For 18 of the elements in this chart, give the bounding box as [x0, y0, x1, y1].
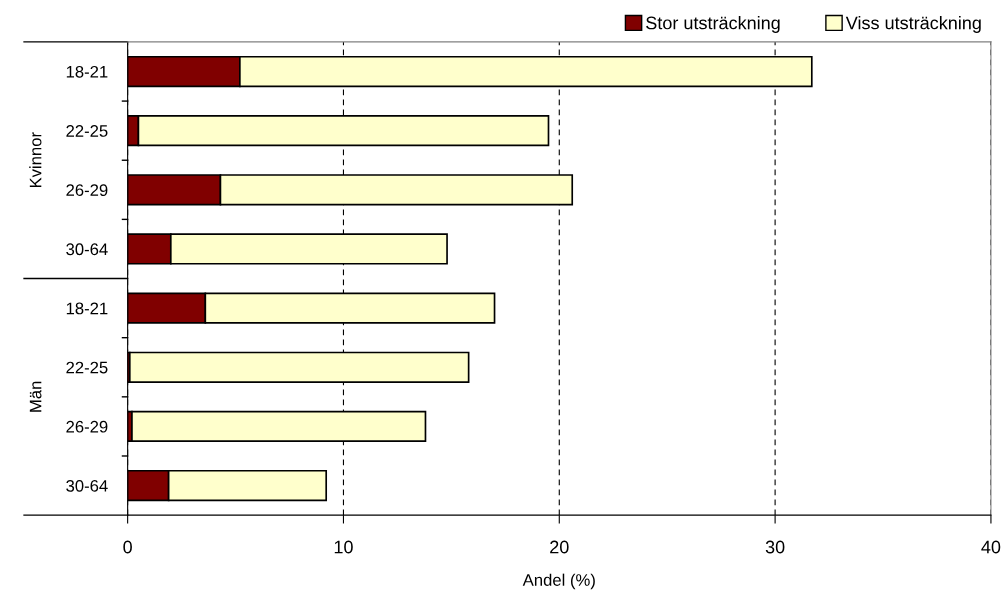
x-axis-title: Andel (%)	[522, 573, 595, 590]
x-tick-label: 0	[123, 540, 132, 554]
x-tick-label: 10	[334, 540, 353, 554]
y-tick-label: 22-25	[66, 125, 108, 137]
text: Män	[29, 381, 42, 412]
x-tick-label: 30	[765, 540, 785, 554]
y-tick-label: 22-25	[66, 361, 108, 374]
legend-label: Stor utsträckning	[646, 16, 780, 33]
legend-label: Viss utsträckning	[845, 16, 981, 33]
x-tick-label: 20	[550, 540, 569, 554]
y-tick-label: 18-21	[66, 65, 108, 78]
y-tick-label: 26-29	[66, 184, 108, 197]
y-tick-label: 26-29	[66, 420, 108, 433]
y-tick-label: 18-21	[66, 302, 108, 315]
y-tick-label: 30-64	[66, 243, 108, 256]
y-tick-label: 30-64	[66, 479, 108, 492]
x-tick-label: 40	[981, 540, 1001, 554]
text: Kvinnor	[29, 132, 42, 188]
